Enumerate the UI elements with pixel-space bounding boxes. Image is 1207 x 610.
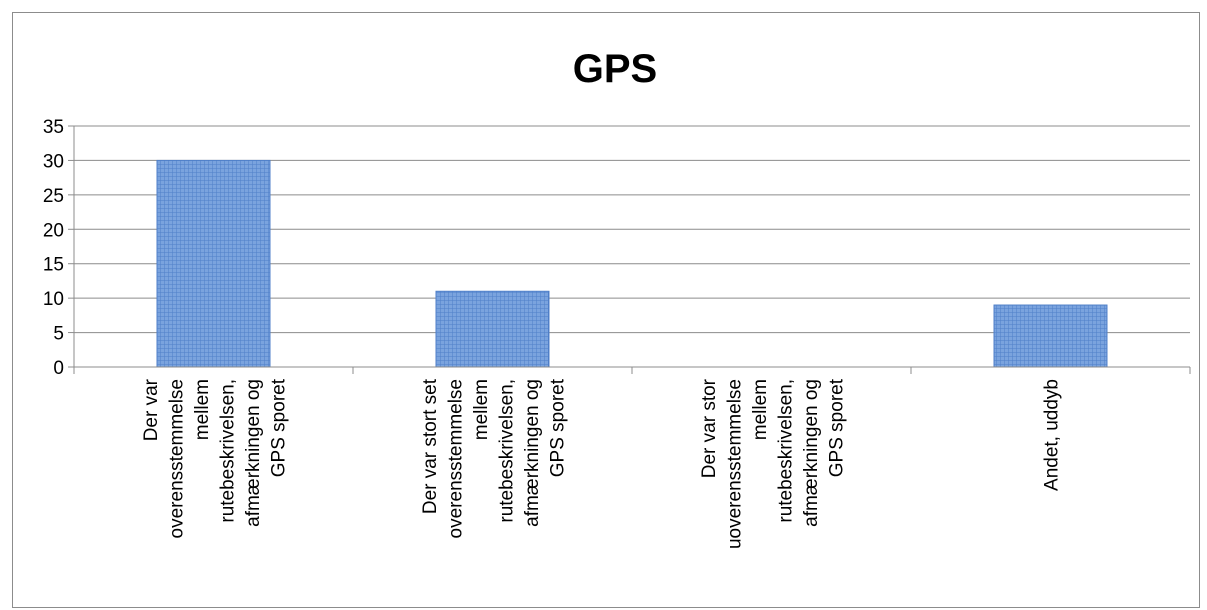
x-category-label-line: Der var stor <box>699 378 720 478</box>
y-tick-label: 15 <box>43 255 64 276</box>
x-category-label-line: afmærkningen og <box>522 379 543 527</box>
x-category-label-line: afmærkningen og <box>243 379 264 527</box>
y-tick-label: 10 <box>43 289 64 310</box>
x-category-label-line: Der var <box>141 378 162 441</box>
y-tick-label: 35 <box>43 117 64 138</box>
y-tick-label: 20 <box>43 220 64 241</box>
y-tick-label: 30 <box>43 151 64 172</box>
x-category-label-line: uoverensstemmelse <box>724 379 745 549</box>
x-category-label-line: overensstemmelse <box>445 379 466 538</box>
y-tick-label: 0 <box>53 358 64 379</box>
x-category-label-line: rutebeskrivelsen, <box>217 379 238 523</box>
x-category-label-line: Der var stort set <box>420 378 441 514</box>
x-category-label-line: GPS sporet <box>547 378 568 477</box>
y-tick-label: 25 <box>43 186 64 207</box>
bar <box>435 290 550 368</box>
x-category-label: Andet, uddyb <box>1042 379 1063 491</box>
x-category-label-line: GPS sporet <box>268 378 289 477</box>
x-category-label-line: overensstemmelse <box>166 379 187 538</box>
x-category-label: Der var stort set overensstemmelse mellem r… <box>420 378 569 538</box>
x-category-label-line: Andet, uddyb <box>1042 379 1063 491</box>
bar <box>993 304 1108 368</box>
x-category-label-line: mellem <box>471 379 492 440</box>
y-tick-label: 5 <box>53 324 64 345</box>
chart-title: GPS <box>573 47 657 91</box>
y-tick-labels: 0 5 10 15 20 25 30 35 <box>43 117 64 379</box>
x-category-label-line: rutebeskrivelsen, <box>496 379 517 523</box>
axes <box>68 125 1191 374</box>
bars <box>156 159 1108 368</box>
x-category-label-line: afmærkningen og <box>801 379 822 527</box>
x-category-label-line: GPS sporet <box>826 378 847 477</box>
x-category-label-line: rutebeskrivelsen, <box>775 379 796 523</box>
bar <box>156 159 271 368</box>
x-category-labels: Der var overensstemmelse mellem rutebeskriv… <box>141 378 1063 549</box>
x-category-label: Der var stor uoverensstemmelse mellem ruteb… <box>699 378 848 549</box>
x-category-label-line: mellem <box>750 379 771 440</box>
x-category-label: Der var overensstemmelse mellem rutebeskriv… <box>141 378 290 538</box>
x-category-label-line: mellem <box>192 379 213 440</box>
